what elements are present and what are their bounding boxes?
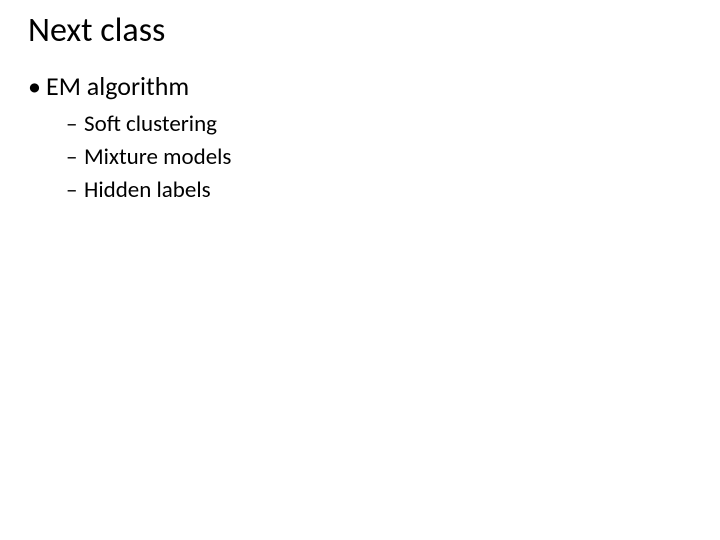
bullet-level1: •EM algorithm — [28, 70, 189, 102]
bullet-dash-icon: – — [66, 143, 84, 171]
bullet-level2: –Hidden labels — [66, 176, 211, 204]
bullet-level1-text: EM algorithm — [46, 70, 189, 102]
bullet-level2-text: Hidden labels — [84, 176, 211, 204]
bullet-dot-icon: • — [28, 70, 46, 102]
slide-title: Next class — [28, 10, 165, 51]
bullet-level2: –Soft clustering — [66, 110, 217, 138]
bullet-dash-icon: – — [66, 176, 84, 204]
bullet-dash-icon: – — [66, 110, 84, 138]
slide: Next class •EM algorithm –Soft clusterin… — [0, 0, 720, 540]
bullet-level2-text: Soft clustering — [84, 110, 217, 138]
bullet-level2: –Mixture models — [66, 143, 231, 171]
bullet-level2-text: Mixture models — [84, 143, 231, 171]
